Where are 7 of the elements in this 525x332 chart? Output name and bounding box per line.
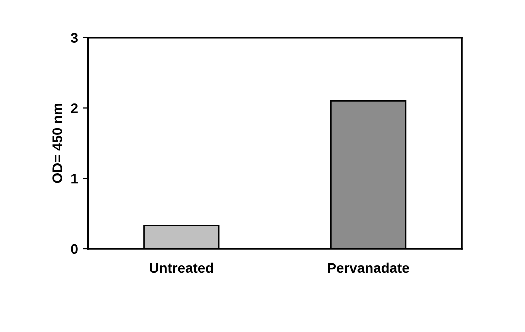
y-tick-label: 1 <box>72 174 78 184</box>
y-tick-label: 2 <box>71 104 78 114</box>
y-tick-label: 3 <box>71 33 78 44</box>
y-axis-title: OD= 450 nm <box>52 104 62 184</box>
x-tick-label: Pervanadate <box>328 262 410 274</box>
x-tick-label: Untreated <box>150 262 214 274</box>
y-tick-label: 0 <box>71 244 78 254</box>
